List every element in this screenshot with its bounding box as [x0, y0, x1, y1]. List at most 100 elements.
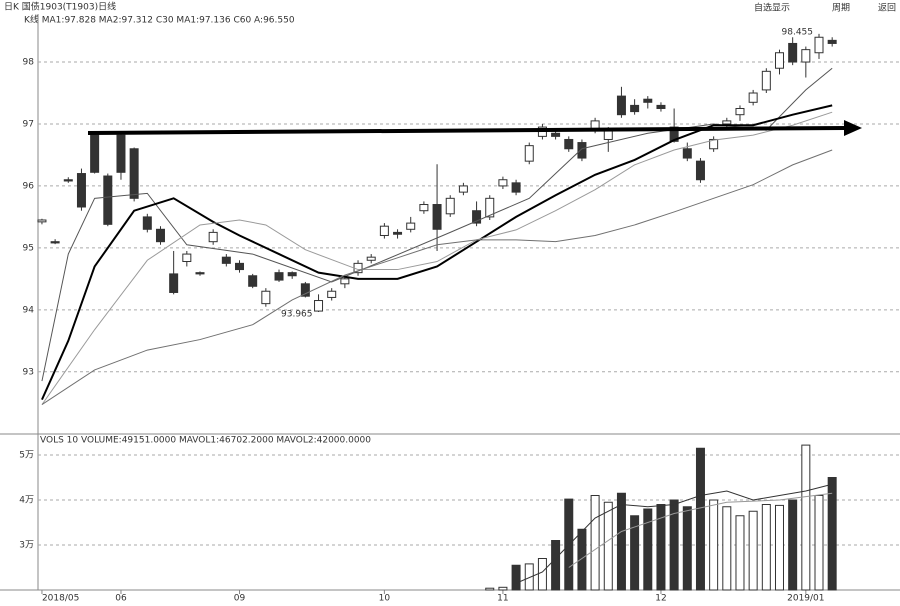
window-title: 日K 国债1903(T1903)日线: [4, 1, 116, 13]
candle-body: [103, 175, 113, 225]
candle-body: [511, 182, 521, 193]
volume-bar: [498, 586, 508, 591]
volume-bar: [577, 528, 587, 591]
volume-bar: [735, 515, 745, 591]
candle-body: [616, 95, 626, 116]
volume-bar: [511, 564, 521, 591]
candle-body: [37, 219, 47, 223]
volume-bar: [630, 515, 640, 591]
trend-arrow: [87, 126, 847, 135]
volume-bar: [722, 506, 732, 591]
candle-body: [366, 256, 376, 261]
candle-body: [643, 98, 653, 103]
button[interactable]: 返回: [878, 2, 896, 14]
y-tick-label: 3万: [19, 541, 34, 551]
y-tick-label: 97: [23, 119, 34, 129]
candle-body: [485, 197, 495, 218]
candle-body: [788, 42, 798, 63]
candle-body: [221, 256, 231, 264]
candle-body: [735, 107, 745, 116]
plot-area: 98 97 96 95 94 93 98.455 93.965 2018/05 06 09 10 11 1…: [19, 27, 900, 604]
candle-body: [419, 204, 429, 212]
x-tick-label: 2018/05: [42, 594, 79, 604]
candle-body: [327, 290, 337, 298]
candle-body: [116, 134, 126, 173]
candle-body: [669, 126, 679, 142]
volume-bar: [827, 477, 837, 591]
candle-body: [682, 148, 692, 159]
candle-body: [182, 253, 192, 263]
ma-line: [41, 149, 833, 406]
ma-line: [568, 492, 833, 568]
candle-body: [564, 138, 574, 150]
y-tick-label: 98: [23, 58, 35, 68]
candle-body: [248, 275, 258, 287]
candle-body: [472, 210, 482, 224]
candle-body: [709, 138, 719, 150]
candle-body: [379, 225, 389, 236]
x-tick-label: 2019/01: [787, 594, 824, 604]
volume-bar: [603, 501, 613, 591]
candle-body: [63, 179, 73, 182]
candle-body: [551, 132, 561, 137]
candle-body: [235, 262, 245, 271]
candle-body: [261, 290, 271, 305]
arrow-head: [844, 120, 862, 136]
button[interactable]: 自选显示: [754, 2, 790, 14]
volume-bar: [485, 587, 495, 591]
candle-body: [630, 104, 640, 113]
high-label: 98.455: [782, 27, 814, 37]
candle-body: [432, 204, 442, 230]
candle-body: [274, 272, 284, 281]
x-tick-label: 06: [115, 594, 127, 604]
volume-bar: [682, 506, 692, 591]
candle-body: [50, 241, 60, 244]
volume-bar: [590, 495, 600, 591]
x-tick-label: 10: [379, 594, 391, 604]
candle-body: [445, 197, 455, 215]
ma-line: [41, 104, 833, 401]
candle-body: [314, 300, 324, 312]
x-tick-label: 11: [497, 594, 508, 604]
volume-bar: [551, 540, 561, 591]
volume-bar: [761, 504, 771, 591]
volume-bar: [709, 499, 719, 591]
volume-bar: [814, 495, 824, 591]
y-tick-label: 4万: [19, 496, 34, 506]
candle-body: [142, 216, 152, 230]
y-tick-label: 96: [23, 181, 35, 191]
volume-bar: [669, 499, 679, 591]
candle-body: [287, 272, 297, 277]
candle-body: [524, 145, 534, 162]
candle-body: [827, 39, 837, 44]
candle-body: [656, 104, 666, 109]
candle-body: [695, 160, 705, 181]
candle-body: [155, 228, 165, 243]
candle-body: [814, 36, 824, 54]
volume-bar: [524, 563, 534, 591]
y-tick-label: 94: [23, 305, 35, 315]
candle-body: [722, 120, 732, 125]
candle-body: [195, 272, 205, 275]
x-tick-label: 12: [655, 594, 666, 604]
y-tick-label: 93: [23, 367, 34, 377]
candle-body: [498, 179, 508, 187]
candle-body: [169, 273, 179, 293]
y-tick-label: 5万: [19, 451, 34, 461]
candle-body: [458, 185, 468, 193]
candle-body: [90, 134, 100, 173]
ma-line: [41, 111, 833, 405]
x-tick-label: 09: [234, 594, 246, 604]
candle-body: [577, 142, 587, 159]
volume-bar: [616, 492, 626, 591]
volume-bar: [774, 504, 784, 591]
volume-header: VOLS 10 VOLUME:49151.0000 MAVOL1:46702.2…: [40, 436, 371, 446]
volume-bar: [656, 504, 666, 591]
candle-body: [208, 231, 218, 243]
button[interactable]: 周期: [832, 3, 850, 14]
candle-body: [761, 70, 771, 91]
candle-body: [406, 222, 416, 230]
volume-bar: [537, 558, 547, 591]
candle-body: [801, 49, 811, 63]
